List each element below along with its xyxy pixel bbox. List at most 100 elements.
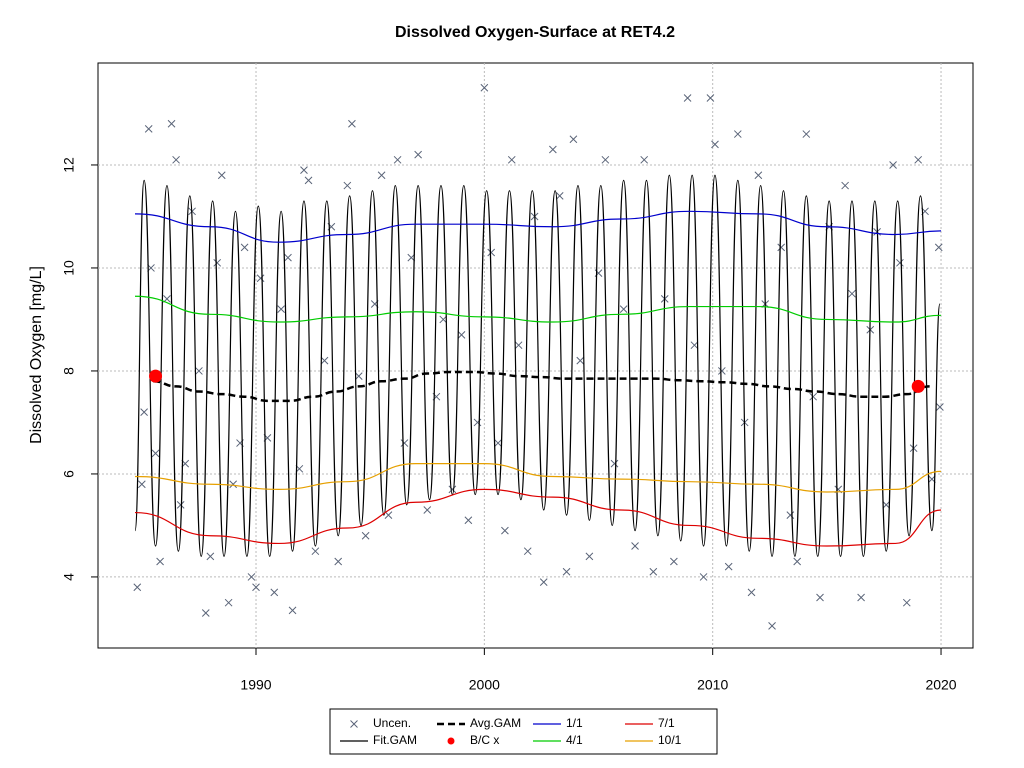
point — [523, 547, 532, 556]
point — [140, 408, 148, 416]
legend-label: 4/1 — [566, 733, 583, 747]
point — [724, 562, 733, 571]
point — [793, 557, 802, 566]
plot-area — [98, 63, 973, 648]
point — [229, 480, 238, 489]
grid — [98, 63, 973, 648]
point — [601, 155, 610, 164]
point — [610, 459, 619, 468]
point — [882, 500, 891, 509]
y-tick-label: 8 — [61, 367, 77, 375]
legend-label: Avg.GAM — [470, 716, 521, 730]
point — [640, 155, 649, 164]
point — [501, 526, 509, 535]
point — [149, 369, 163, 383]
legend-label: B/C x — [470, 733, 499, 747]
legend-label: 7/1 — [658, 716, 675, 730]
y-tick-label: 10 — [61, 260, 77, 276]
legend-box — [329, 708, 718, 755]
legend-item: Fit.GAM — [340, 733, 417, 747]
point — [473, 418, 482, 427]
point — [284, 253, 292, 262]
x-tick-label: 2010 — [697, 677, 728, 693]
legend-item: 4/1 — [533, 733, 583, 747]
point — [354, 372, 363, 380]
y-tick-label: 6 — [61, 470, 77, 478]
point — [619, 305, 628, 314]
point — [494, 439, 502, 447]
point — [201, 609, 210, 617]
y-tick-label: 4 — [61, 573, 77, 581]
point — [384, 511, 393, 519]
point — [334, 557, 343, 566]
seasonal-line — [134, 488, 942, 547]
point — [690, 341, 699, 350]
point — [414, 150, 422, 159]
point — [549, 145, 557, 154]
point — [777, 243, 786, 252]
point — [457, 331, 466, 339]
point — [841, 181, 849, 190]
point — [733, 130, 742, 138]
point — [857, 593, 865, 602]
point — [400, 439, 409, 447]
chart-title: Dissolved Oxygen-Surface at RET4.2 — [395, 24, 675, 41]
point — [464, 516, 473, 525]
x-tick-label: 2020 — [925, 677, 956, 693]
point — [706, 94, 715, 102]
point — [649, 567, 658, 576]
x-tick-label: 1990 — [240, 677, 271, 693]
fit-line — [134, 174, 941, 557]
point — [576, 356, 585, 365]
point — [304, 176, 313, 185]
point — [350, 720, 358, 728]
point — [754, 171, 763, 180]
point — [747, 588, 756, 597]
point — [156, 557, 164, 566]
point — [256, 274, 265, 283]
point — [361, 531, 370, 540]
legend-item: 1/1 — [533, 716, 583, 730]
point — [176, 500, 185, 509]
plot-frame — [97, 62, 974, 649]
y-tick-label: 12 — [61, 157, 77, 173]
legend-label: 1/1 — [566, 716, 583, 730]
seasonal-line — [134, 210, 942, 243]
point — [699, 573, 708, 581]
point — [539, 578, 548, 586]
legend-item: 10/1 — [625, 733, 682, 747]
point — [439, 315, 448, 324]
point — [320, 356, 329, 365]
point — [562, 567, 571, 576]
legend-item: 7/1 — [625, 716, 675, 730]
point — [569, 135, 578, 144]
point — [816, 593, 824, 602]
point — [151, 449, 160, 458]
point — [137, 480, 146, 489]
point — [252, 583, 260, 592]
average-line — [153, 370, 930, 403]
point — [683, 94, 692, 102]
point — [172, 155, 180, 164]
point — [213, 258, 222, 267]
point — [786, 511, 795, 519]
point — [934, 243, 943, 252]
point — [206, 552, 215, 561]
point — [514, 341, 523, 350]
point — [343, 181, 352, 190]
point — [902, 598, 911, 607]
point — [288, 606, 297, 615]
point — [224, 598, 233, 607]
point — [393, 155, 402, 164]
point — [480, 83, 489, 92]
point — [670, 557, 678, 566]
x-tick-label: 2000 — [469, 677, 500, 693]
point — [247, 573, 256, 581]
point — [240, 243, 249, 252]
seasonal-line — [134, 295, 942, 323]
legend-item: Uncen. — [350, 716, 411, 730]
point — [768, 622, 776, 630]
legend-swatch — [447, 737, 455, 745]
